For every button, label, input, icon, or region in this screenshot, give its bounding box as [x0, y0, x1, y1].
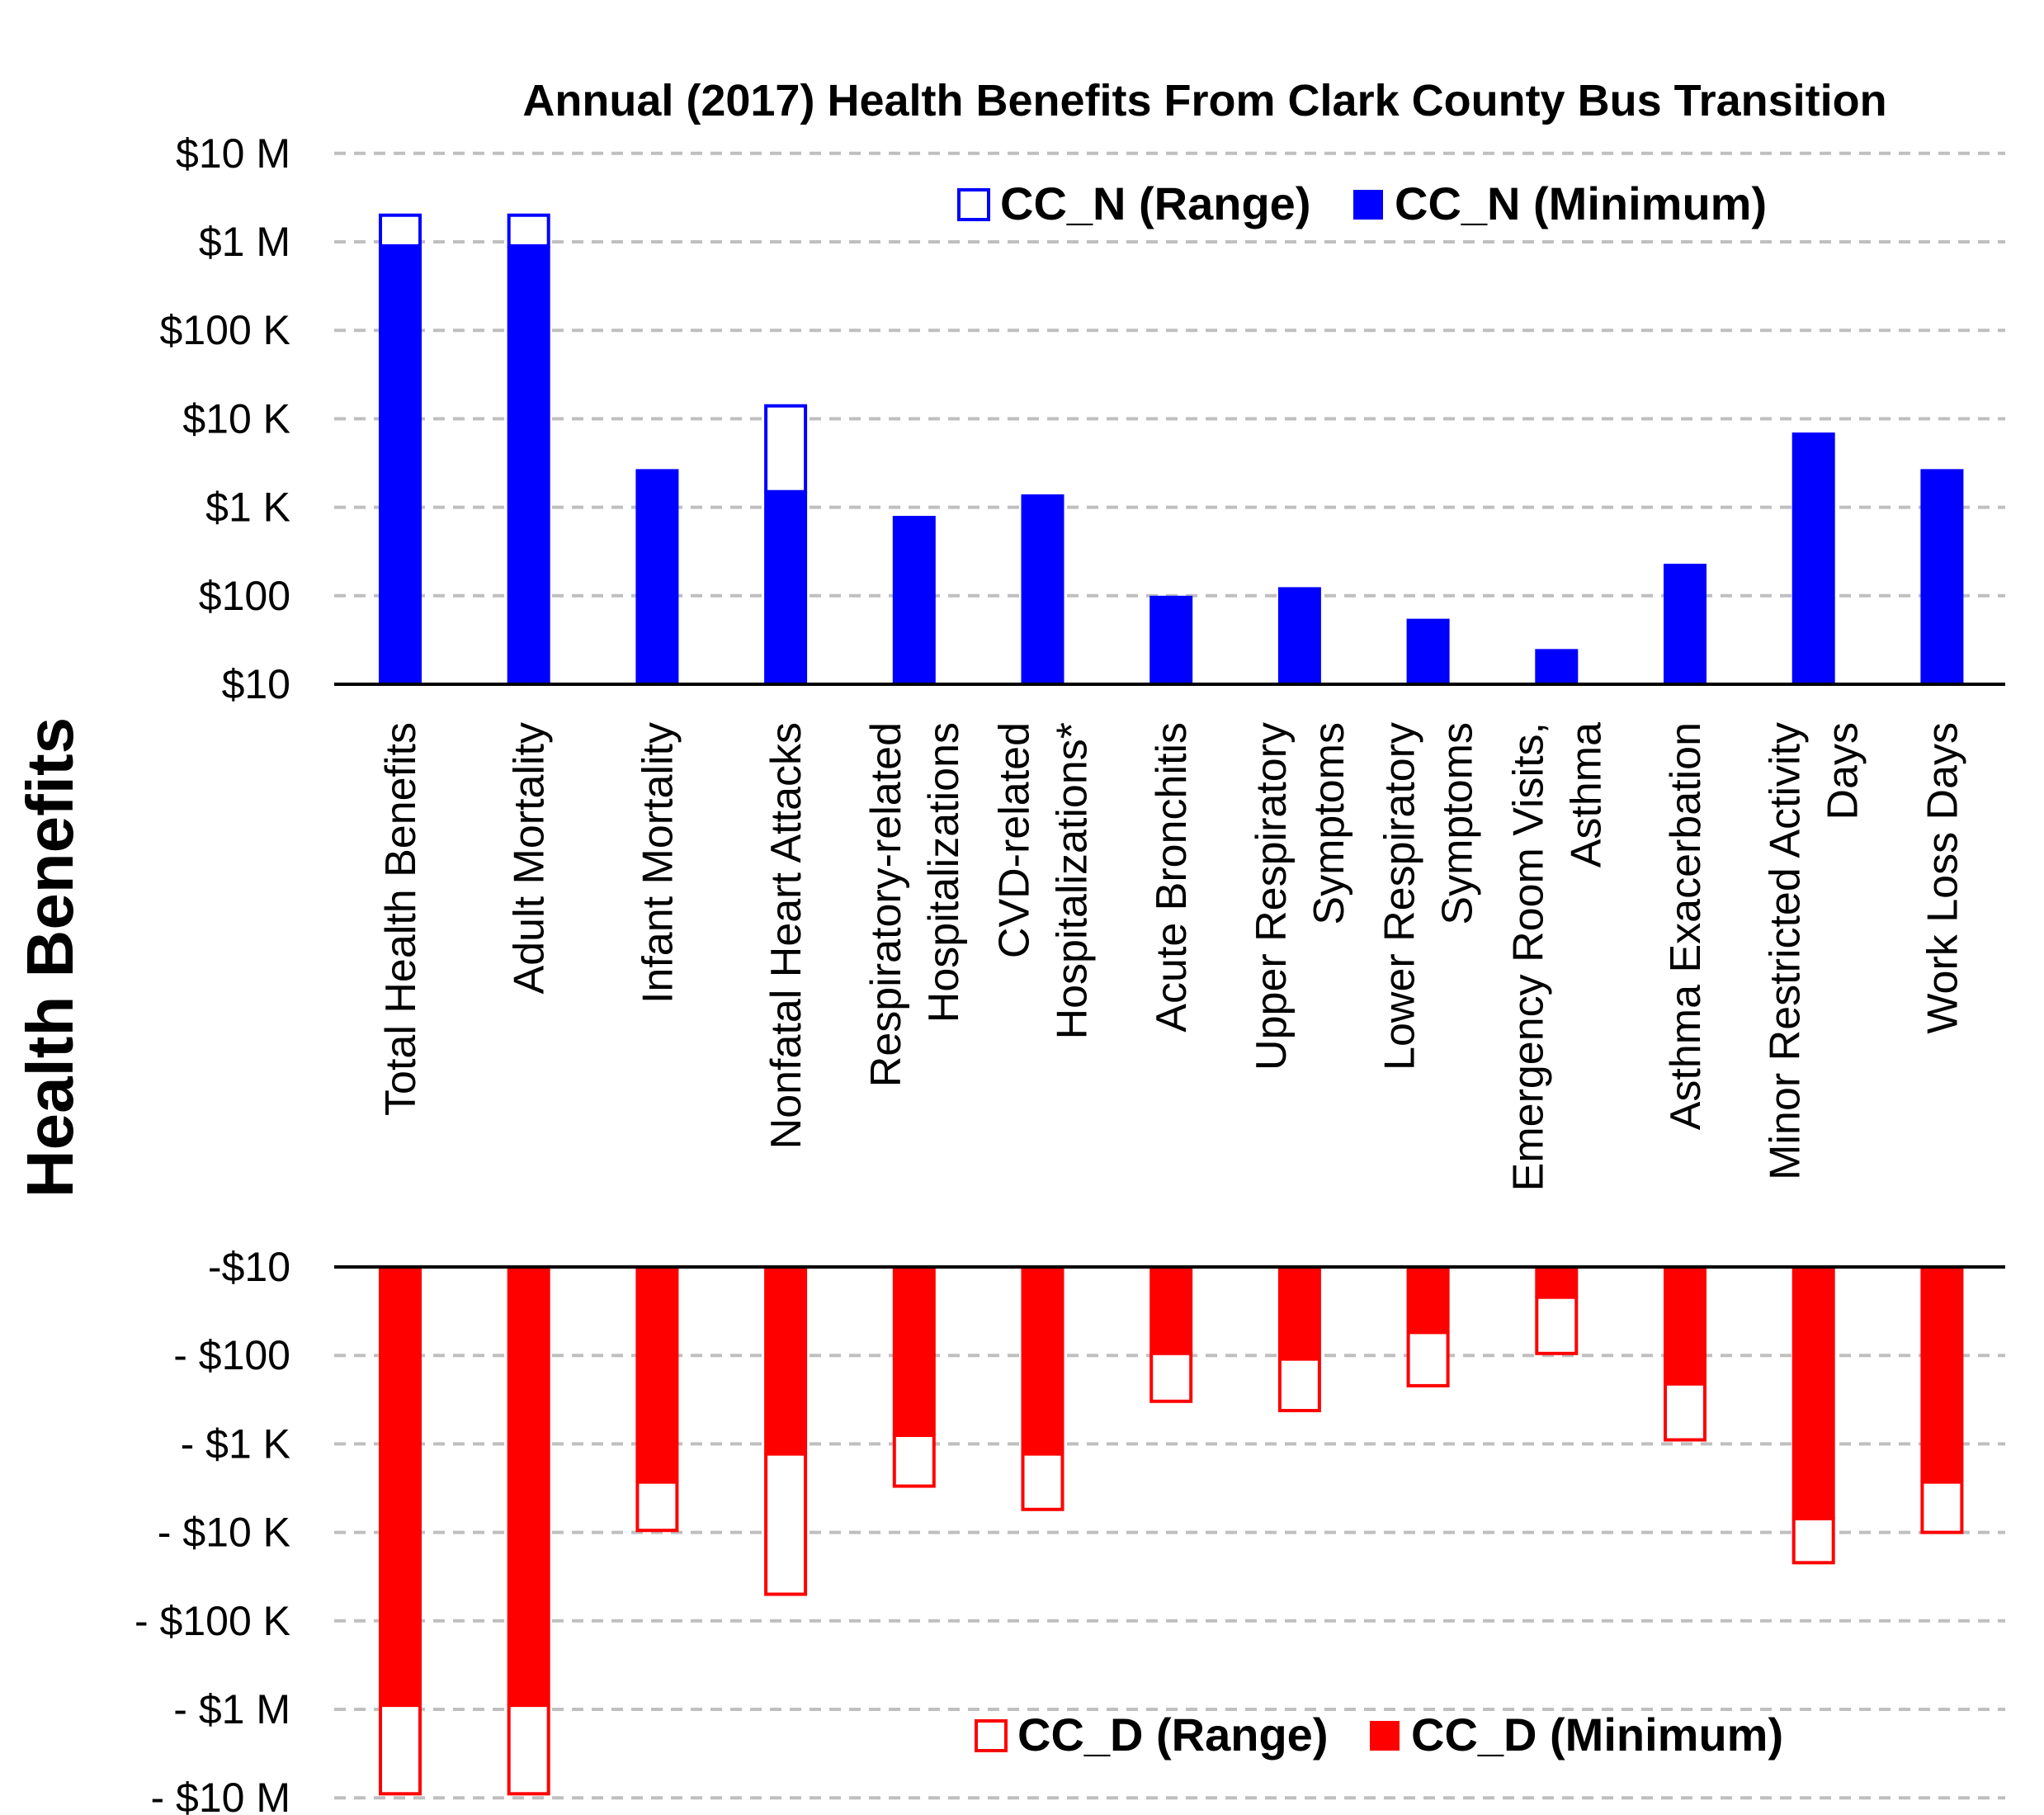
- bar-cc-d-range: [1277, 1357, 1321, 1413]
- y-tick-label: - $100 K: [135, 1598, 290, 1644]
- y-tick-label: $100: [199, 573, 290, 619]
- y-tick-label: - $1 K: [181, 1420, 290, 1467]
- x-tick-label: Work Loss Days: [1919, 722, 1966, 1034]
- tick-labels: $10 $100 $1 K $10 K $100 K $1 M $10 M -$10 - $10…: [135, 130, 1966, 1815]
- bar-cc-d-minimum: [379, 1267, 422, 1706]
- legend-swatch-cc-n-minimum: [1353, 190, 1383, 220]
- axes: [334, 683, 2005, 1269]
- bar-cc-n-minimum: [1021, 494, 1064, 684]
- bar-cc-d-minimum: [1535, 1267, 1579, 1297]
- bar-cc-d-minimum: [1149, 1267, 1193, 1354]
- bar-cc-n-minimum: [892, 515, 936, 684]
- y-tick-label: - $10 M: [150, 1775, 290, 1815]
- y-tick-label: $10 K: [182, 395, 290, 442]
- bar-cc-d-minimum: [764, 1267, 808, 1454]
- bar-cc-d-minimum: [507, 1267, 550, 1706]
- x-tick-label: Minor Restricted Activity: [1762, 722, 1810, 1180]
- bar-cc-d-minimum: [1277, 1267, 1321, 1359]
- x-tick-label: Symptoms: [1434, 722, 1482, 925]
- bar-cc-d-range: [379, 1704, 422, 1796]
- legend-swatch-cc-d-minimum: [1370, 1721, 1400, 1751]
- x-tick-label: Lower Respiratory: [1376, 722, 1424, 1071]
- bar-cc-d-minimum: [1664, 1267, 1706, 1384]
- x-tick-label: Respiratory-related: [862, 722, 910, 1087]
- y-tick-label: - $100: [173, 1332, 290, 1378]
- bar-cc-n-minimum: [635, 469, 679, 684]
- y-tick-label: -$10: [208, 1244, 290, 1290]
- y-tick-label: $1 M: [199, 219, 290, 265]
- bar-cc-d-minimum: [892, 1267, 936, 1436]
- bar-cc-d-range: [1406, 1331, 1450, 1387]
- legend-label-cc-n-range: CC_N (Range): [1000, 177, 1310, 229]
- bar-cc-n-minimum: [1149, 595, 1193, 684]
- bar-cc-d-range: [507, 1704, 550, 1796]
- bar-cc-d-minimum: [1920, 1267, 1964, 1482]
- bars: [379, 213, 1964, 1796]
- x-tick-label: Nonfatal Heart Attacks: [762, 722, 810, 1149]
- x-tick-label: Infant Mortality: [634, 722, 682, 1004]
- bar-cc-n-minimum: [1664, 564, 1706, 684]
- bar-cc-d-range: [1791, 1516, 1835, 1565]
- x-tick-label: Hospitalizations: [920, 722, 968, 1023]
- x-tick-label: Days: [1820, 722, 1867, 820]
- x-tick-label: Asthma: [1562, 722, 1610, 867]
- bar-cc-n-range: [379, 213, 422, 248]
- bar-cc-d-range: [635, 1480, 679, 1533]
- bar-cc-d-range: [764, 1452, 808, 1596]
- y-tick-label: $10: [222, 661, 290, 707]
- legends: CC_N (Range) CC_N (Minimum) CC_D (Range) CC…: [957, 177, 1783, 1761]
- bar-cc-d-range: [1535, 1295, 1579, 1355]
- bar-cc-n-minimum: [379, 245, 422, 684]
- legend-label-cc-d-minimum: CC_D (Minimum): [1411, 1709, 1783, 1761]
- x-tick-label: Acute Bronchitis: [1148, 722, 1196, 1033]
- y-tick-label: $100 K: [160, 307, 290, 353]
- y-tick-label: - $1 M: [173, 1686, 290, 1732]
- y-tick-label: - $10 K: [158, 1510, 290, 1556]
- bar-cc-d-minimum: [1791, 1267, 1835, 1519]
- legend-swatch-cc-n-range: [957, 188, 990, 221]
- x-tick-label: Total Health Benefits: [377, 722, 425, 1116]
- bar-cc-d-minimum: [635, 1267, 679, 1482]
- x-tick-label: Upper Respiratory: [1248, 722, 1296, 1071]
- x-tick-label: Adult Mortality: [506, 722, 554, 994]
- bar-cc-n-minimum: [1406, 618, 1450, 684]
- bar-cc-d-range: [1920, 1480, 1964, 1534]
- bar-cc-d-range: [892, 1434, 936, 1488]
- bar-cc-n-minimum: [1277, 587, 1321, 684]
- x-tick-label: CVD-related: [991, 722, 1039, 958]
- x-tick-label: Hospitalizations*: [1049, 722, 1097, 1039]
- y-tick-label: $1 K: [205, 484, 290, 531]
- x-tick-label: Symptoms: [1305, 722, 1353, 925]
- bar-cc-n-range: [507, 213, 550, 248]
- bar-cc-d-minimum: [1021, 1267, 1064, 1454]
- bar-cc-d-range: [1664, 1382, 1706, 1442]
- bar-cc-d-minimum: [1406, 1267, 1450, 1333]
- bar-cc-d-range: [1021, 1452, 1064, 1511]
- gridlines: [334, 151, 2005, 1800]
- y-axis-label: Health Benefits: [13, 717, 87, 1198]
- x-tick-label: Asthma Exacerbation: [1662, 722, 1710, 1130]
- bar-cc-n-range: [764, 404, 808, 494]
- bar-cc-n-minimum: [1535, 649, 1579, 684]
- y-tick-label: $10 M: [176, 130, 290, 177]
- bar-cc-n-minimum: [1920, 469, 1964, 684]
- x-tick-label: Emergency Room Visits,: [1504, 722, 1552, 1191]
- chart-title: Annual (2017) Health Benefits From Clark…: [522, 76, 1886, 125]
- bar-cc-n-minimum: [764, 491, 808, 684]
- legend-label-cc-n-minimum: CC_N (Minimum): [1395, 177, 1767, 229]
- legend-label-cc-d-range: CC_D (Range): [1017, 1709, 1328, 1761]
- bar-cc-n-minimum: [1791, 432, 1835, 684]
- bar-cc-d-range: [1149, 1351, 1193, 1403]
- legend-swatch-cc-d-range: [975, 1719, 1008, 1752]
- bar-cc-n-minimum: [507, 245, 550, 684]
